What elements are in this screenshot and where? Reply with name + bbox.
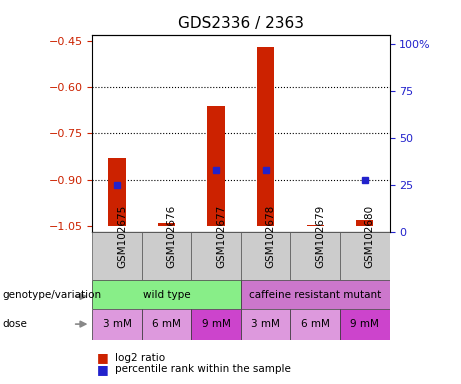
Bar [191,309,241,340]
Bar [142,309,191,340]
Text: genotype/variation: genotype/variation [2,290,101,300]
Text: percentile rank within the sample: percentile rank within the sample [115,364,291,374]
Text: 9 mM: 9 mM [350,319,379,329]
Title: GDS2336 / 2363: GDS2336 / 2363 [178,16,304,31]
Text: GSM102678: GSM102678 [266,205,276,268]
Bar [92,232,142,280]
Text: ■: ■ [97,363,108,376]
Text: GSM102675: GSM102675 [117,205,127,268]
Bar [257,47,274,226]
Bar [241,309,290,340]
Bar [340,232,390,280]
Text: GSM102676: GSM102676 [166,205,177,268]
Text: 9 mM: 9 mM [201,319,230,329]
Text: ■: ■ [97,351,108,364]
Bar [158,223,175,226]
Bar [340,309,390,340]
Bar [290,232,340,280]
Bar [241,232,290,280]
Text: caffeine resistant mutant: caffeine resistant mutant [249,290,381,300]
Text: log2 ratio: log2 ratio [115,353,165,363]
Bar [142,232,191,280]
Text: 3 mM: 3 mM [251,319,280,329]
Bar [92,280,241,309]
Bar [108,158,126,226]
Bar [241,280,390,309]
Text: 6 mM: 6 mM [152,319,181,329]
Text: GSM102680: GSM102680 [365,205,375,268]
Text: GSM102677: GSM102677 [216,205,226,268]
Bar [92,309,142,340]
Bar [191,232,241,280]
Text: 3 mM: 3 mM [102,319,131,329]
Bar [307,225,324,226]
Text: GSM102679: GSM102679 [315,205,325,268]
Bar [207,106,225,226]
Text: dose: dose [2,319,27,329]
Text: wild type: wild type [143,290,190,300]
Text: 6 mM: 6 mM [301,319,330,329]
Bar [290,309,340,340]
Bar [356,220,373,226]
